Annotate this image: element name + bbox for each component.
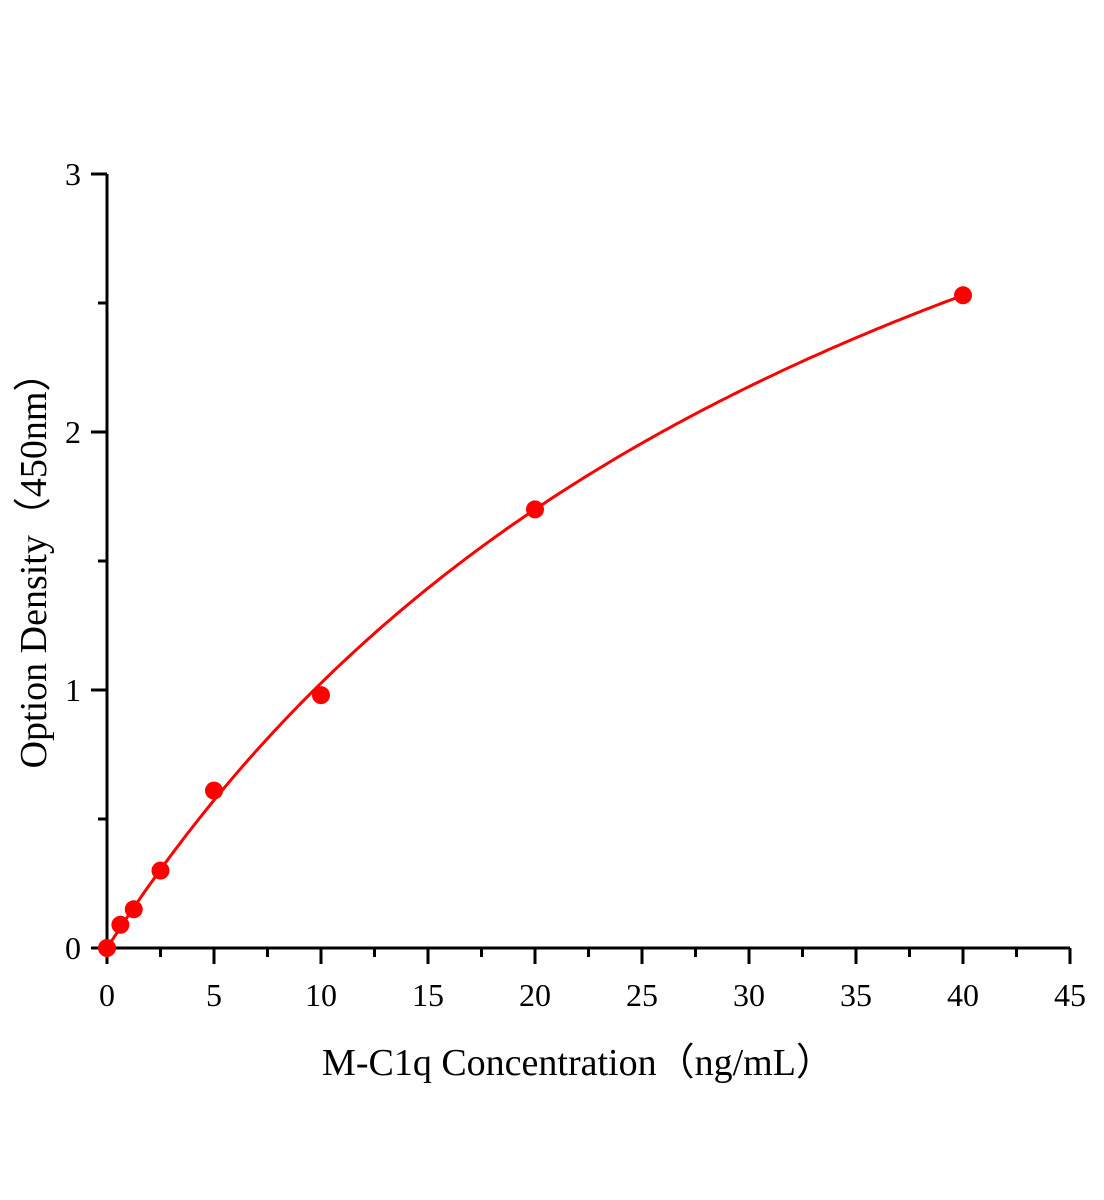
y-tick-label: 0 bbox=[65, 930, 81, 966]
x-tick-label: 0 bbox=[99, 977, 115, 1013]
y-tick-label: 2 bbox=[65, 414, 81, 450]
data-point bbox=[312, 686, 330, 705]
x-tick-label: 10 bbox=[305, 977, 337, 1013]
x-tick-label: 40 bbox=[947, 977, 979, 1013]
data-point bbox=[205, 781, 223, 800]
data-point bbox=[526, 500, 544, 519]
x-axis-label: M-C1q Concentration（ng/mL） bbox=[322, 1042, 834, 1084]
fit-curve-group bbox=[105, 293, 964, 949]
y-axis-label: Option Density（450nm） bbox=[13, 354, 55, 769]
y-tick-label: 1 bbox=[65, 672, 81, 708]
data-point bbox=[151, 861, 170, 880]
y-tick-label: 3 bbox=[65, 156, 81, 192]
x-tick-label: 5 bbox=[206, 977, 222, 1013]
data-points bbox=[98, 286, 972, 957]
x-tick-label: 25 bbox=[626, 977, 658, 1013]
data-point bbox=[124, 900, 143, 919]
x-tick-label: 45 bbox=[1054, 977, 1086, 1013]
x-tick-label: 15 bbox=[412, 977, 444, 1013]
x-tick-label: 20 bbox=[519, 977, 551, 1013]
data-point bbox=[98, 939, 116, 957]
data-point bbox=[954, 286, 972, 305]
x-tick-label: 30 bbox=[733, 977, 765, 1013]
data-point bbox=[111, 915, 130, 934]
fit-curve bbox=[105, 293, 964, 949]
x-tick-label: 35 bbox=[840, 977, 872, 1013]
axes: 0 5 10 15 20 25 30 35 40 45 0 1 2 3 bbox=[65, 156, 1086, 1013]
